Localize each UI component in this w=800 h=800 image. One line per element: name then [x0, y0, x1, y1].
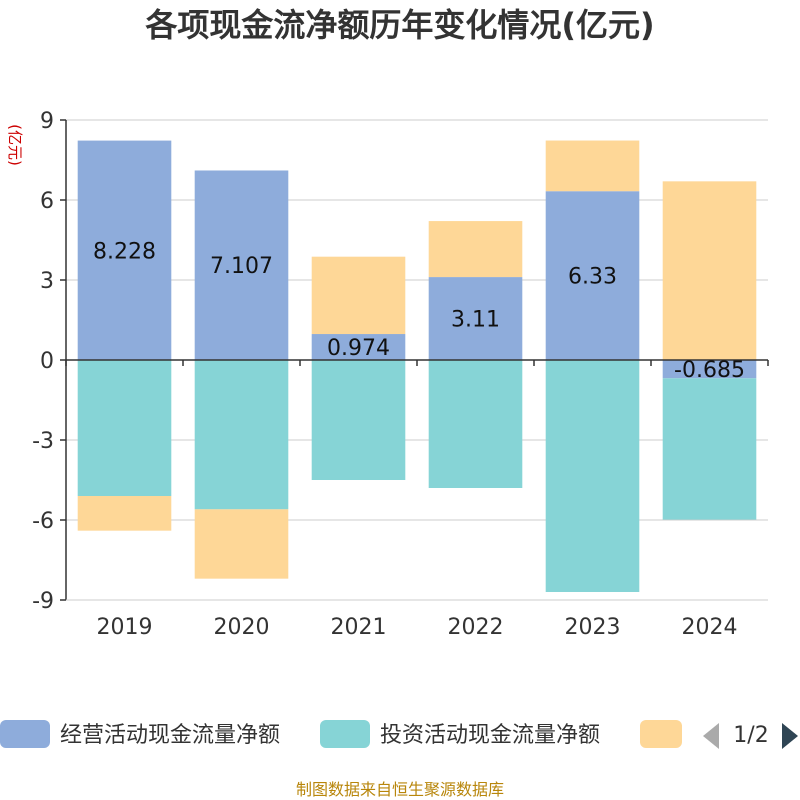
y-tick-label: -6: [32, 509, 54, 534]
legend-swatch[interactable]: [320, 720, 370, 748]
bar-series-0: [77, 140, 172, 360]
bar-series-1: [194, 360, 289, 510]
y-tick-label: -9: [32, 589, 54, 614]
legend-next-arrow-icon[interactable]: [782, 723, 798, 749]
bar-series-0: [545, 191, 640, 360]
x-tick-label: 2019: [97, 615, 153, 640]
bars: [77, 140, 757, 592]
data-label: 8.228: [93, 239, 156, 264]
chart-title: 各项现金流净额历年变化情况(亿元): [145, 6, 654, 44]
bar-series-0: [194, 170, 289, 360]
bar-series-0: [428, 277, 523, 360]
y-tick-label: -3: [32, 429, 54, 454]
legend-label[interactable]: 经营活动现金流量净额: [60, 723, 280, 748]
data-label: 7.107: [210, 254, 273, 279]
legend: 经营活动现金流量净额 投资活动现金流量净额 1/2: [0, 720, 798, 749]
bar-series-1: [662, 378, 757, 520]
data-label: 0.974: [327, 336, 390, 361]
bar-series-2: [662, 181, 757, 360]
bar-series-1: [311, 360, 406, 480]
source-note: 制图数据来自恒生聚源数据库: [296, 780, 504, 799]
axes: [65, 120, 769, 601]
legend-prev-arrow-icon[interactable]: [703, 723, 719, 749]
data-label: 3.11: [451, 308, 500, 333]
bar-series-1: [77, 360, 172, 496]
bar-series-1: [545, 360, 640, 592]
bar-series-0: [311, 334, 406, 360]
x-tick-label: 2024: [682, 615, 738, 640]
bar-series-2: [311, 256, 406, 335]
y-tick-label: 3: [40, 269, 54, 294]
legend-swatch[interactable]: [640, 720, 682, 748]
y-tick-label: 9: [40, 109, 54, 134]
data-label: 6.33: [568, 265, 617, 290]
x-axis-ticks: 2019 2020 2021 2022 2023 2024: [97, 615, 738, 640]
y-axis-ticks: 9 6 3 0 -3 -6 -9: [32, 109, 66, 614]
bar-series-2: [77, 496, 172, 531]
legend-page-indicator: 1/2: [733, 723, 768, 748]
bar-series-0: [662, 360, 757, 379]
x-tick-label: 2022: [448, 615, 504, 640]
bar-series-2: [428, 221, 523, 278]
y-tick-label: 6: [40, 189, 54, 214]
x-tick-label: 2023: [565, 615, 621, 640]
data-labels: 8.228 7.107 0.974 3.11 6.33 -0.685: [93, 239, 745, 383]
bar-series-2: [545, 140, 640, 192]
data-label: -0.685: [674, 358, 745, 383]
legend-swatch[interactable]: [0, 720, 50, 748]
y-tick-label: 0: [40, 349, 54, 374]
bar-series-2: [194, 509, 289, 579]
x-tick-label: 2020: [214, 615, 270, 640]
y-axis-label: (亿元): [6, 124, 24, 166]
legend-label[interactable]: 投资活动现金流量净额: [380, 723, 600, 748]
x-tick-label: 2021: [331, 615, 387, 640]
bar-series-1: [428, 360, 523, 488]
